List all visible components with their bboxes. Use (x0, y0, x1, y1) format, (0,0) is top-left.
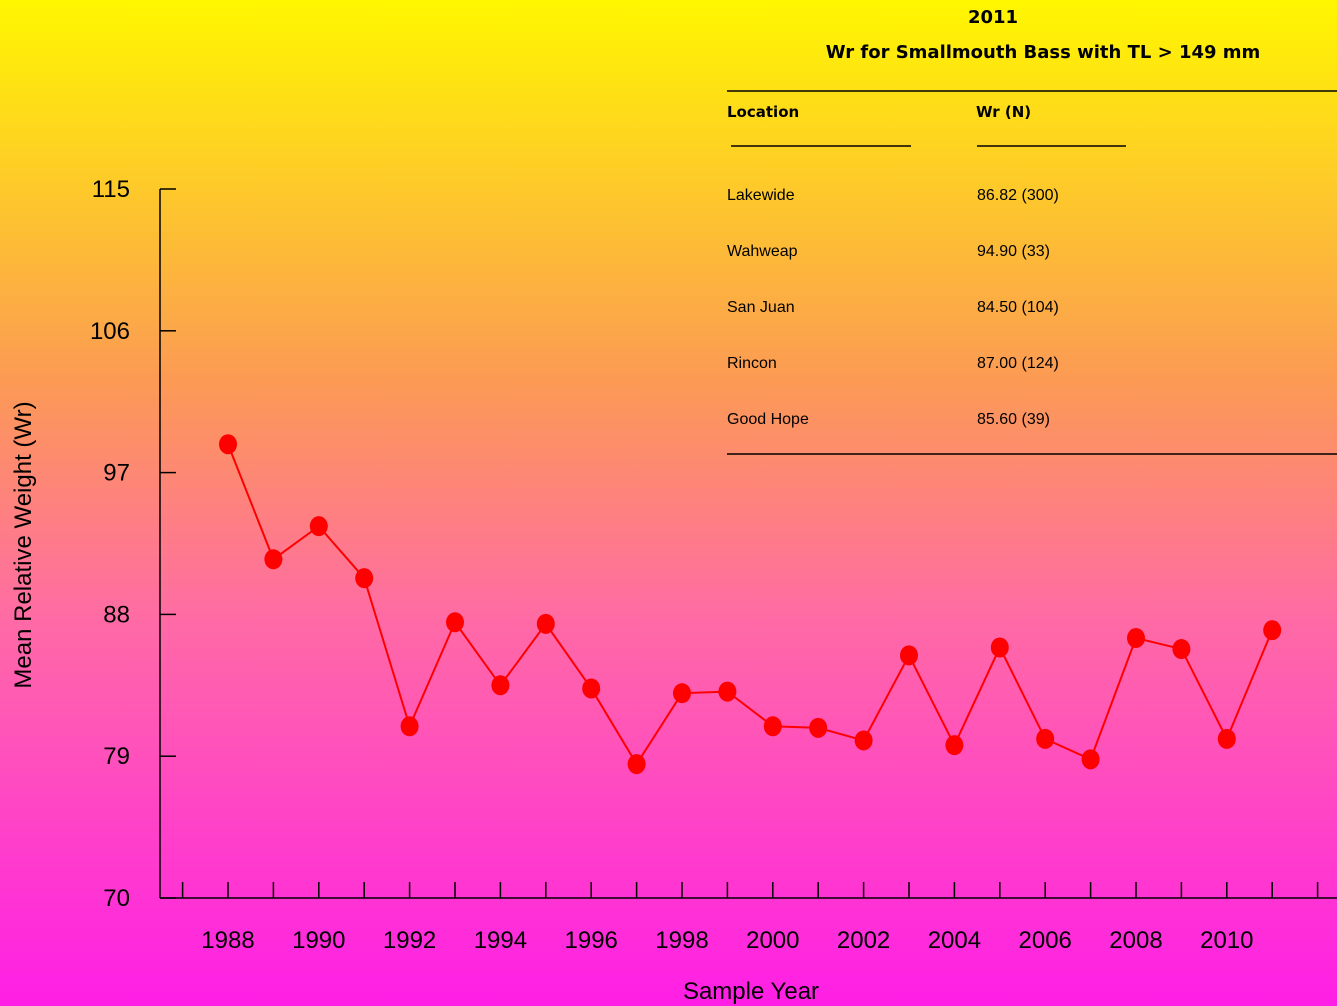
data-point (1172, 639, 1191, 660)
inset-table: 2011 Wr for Smallmouth Bass with TL > 14… (727, 7, 1337, 455)
data-point (355, 568, 374, 589)
data-point (1081, 749, 1100, 770)
data-point (219, 434, 237, 455)
y-tick-label: 79 (103, 743, 130, 770)
data-point (900, 645, 918, 666)
x-tick-label: 1990 (292, 927, 345, 954)
inset-cell-location: Lakewide (727, 187, 795, 204)
x-axis: 1988 1990 1992 1994 1996 1998 2000 2002 2004 2006… (160, 882, 1337, 954)
data-point (1217, 728, 1236, 749)
inset-cell-wr: 84.50 (104) (977, 299, 1059, 316)
data-point (536, 613, 555, 634)
inset-cell-location: Wahweap (727, 243, 798, 260)
data-point (264, 549, 283, 570)
data-point (854, 730, 873, 751)
inset-title: Wr for Smallmouth Bass with TL > 149 mm (826, 42, 1261, 63)
x-tick-label: 2006 (1019, 927, 1072, 954)
inset-cell-location: San Juan (727, 299, 795, 316)
x-tick-label: 2004 (928, 927, 981, 954)
data-point (763, 716, 782, 737)
y-tick-label: 97 (103, 460, 130, 487)
x-tick-label: 2000 (746, 927, 799, 954)
data-point (718, 681, 737, 702)
x-tick-label: 1998 (655, 927, 708, 954)
x-axis-title: Sample Year (683, 978, 819, 1005)
data-point (990, 637, 1009, 658)
x-tick-label: 1996 (565, 927, 618, 954)
x-tick-label: 1994 (474, 927, 527, 954)
data-point (1036, 728, 1055, 749)
x-tick-label: 1988 (201, 927, 254, 954)
data-point (945, 735, 964, 756)
y-tick-label: 115 (92, 176, 130, 203)
data-point (491, 675, 510, 696)
data-series (219, 434, 1282, 775)
data-point (627, 754, 646, 775)
y-axis: 70 79 88 97 106 115 (90, 176, 176, 912)
data-point (446, 612, 464, 633)
inset-cell-wr: 85.60 (39) (977, 411, 1050, 428)
y-tick-label: 88 (103, 601, 130, 628)
y-tick-label: 106 (90, 318, 130, 345)
inset-year: 2011 (968, 7, 1018, 28)
data-point (673, 683, 691, 704)
inset-cell-location: Good Hope (727, 411, 809, 428)
inset-header-wr: Wr (N) (976, 103, 1031, 121)
data-point (1127, 628, 1145, 649)
data-point (309, 516, 328, 537)
data-point (1263, 620, 1282, 641)
inset-header-location: Location (727, 103, 799, 121)
data-point (809, 717, 828, 738)
inset-cell-wr: 87.00 (124) (977, 355, 1059, 372)
y-tick-label: 70 (103, 885, 130, 912)
data-point (400, 716, 419, 737)
inset-cell-location: Rincon (727, 355, 777, 372)
x-tick-label: 2002 (837, 927, 890, 954)
data-point (582, 678, 601, 699)
series-line (227, 443, 1274, 766)
x-tick-label: 2010 (1200, 927, 1253, 954)
inset-cell-wr: 94.90 (33) (977, 243, 1050, 260)
inset-rows: Lakewide 86.82 (300) Wahweap 94.90 (33) San … (727, 187, 1059, 428)
y-axis-title: Mean Relative Weight (Wr) (10, 401, 37, 688)
inset-cell-wr: 86.82 (300) (977, 187, 1059, 204)
x-tick-label: 2008 (1109, 927, 1162, 954)
x-tick-label: 1992 (383, 927, 436, 954)
